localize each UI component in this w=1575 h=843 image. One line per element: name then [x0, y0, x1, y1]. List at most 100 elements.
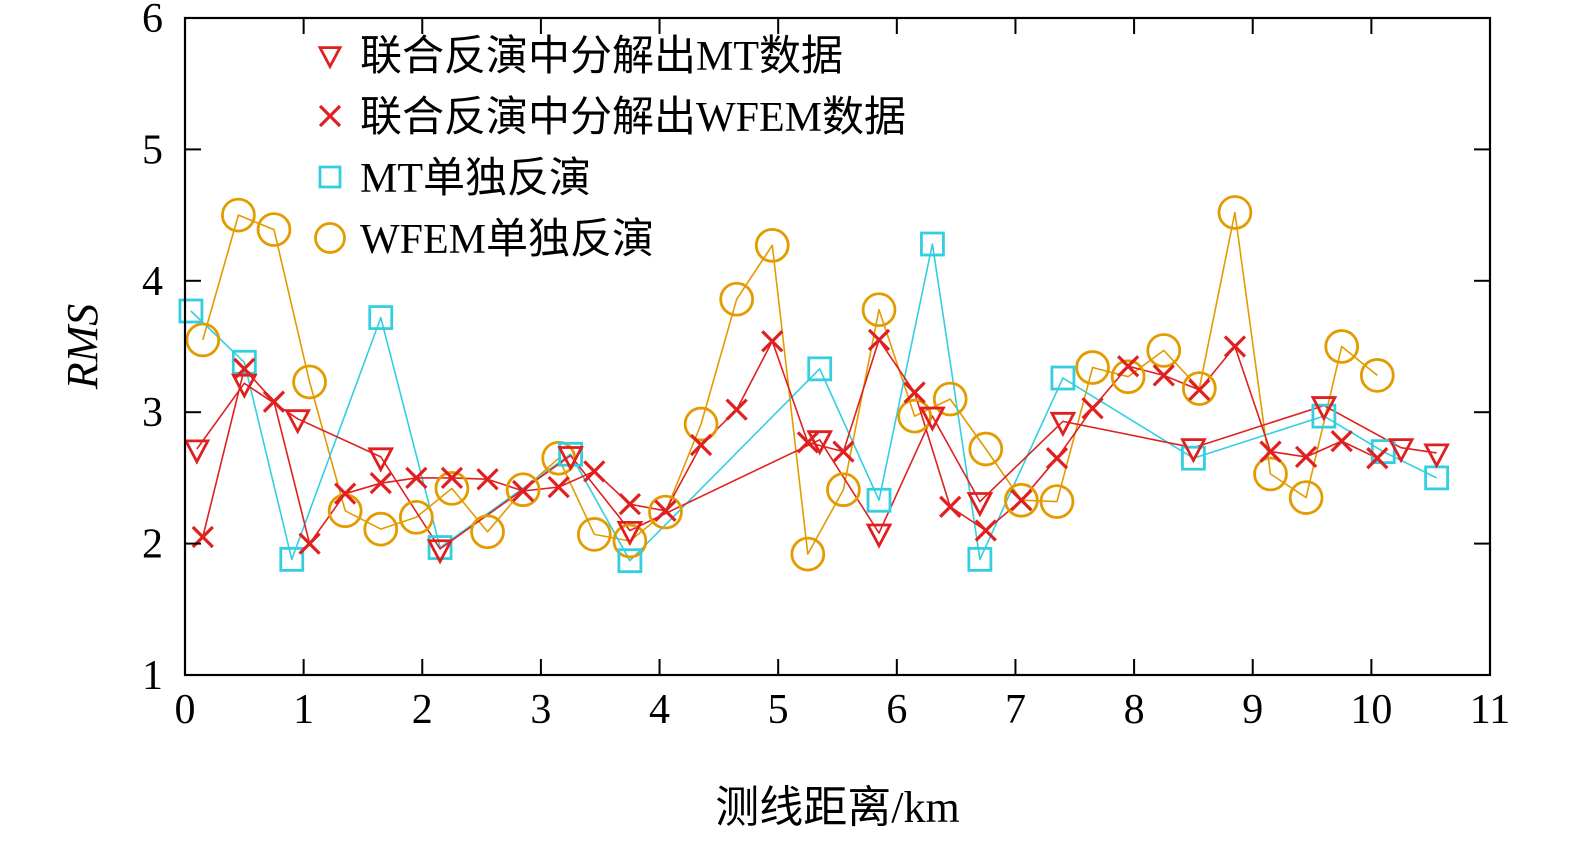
data-point-cross: [262, 390, 286, 413]
x-tick-label: 0: [175, 687, 196, 733]
data-point-cross: [1081, 397, 1104, 420]
data-point-circle: [221, 197, 256, 233]
cross-stroke: [405, 466, 428, 490]
data-point-cross: [1188, 378, 1211, 401]
data-point-triangle-down: [284, 409, 312, 435]
x-tick-label: 3: [530, 687, 551, 733]
data-point-cross: [903, 381, 926, 404]
data-point-circle: [754, 227, 790, 263]
cross-stroke: [832, 440, 855, 463]
data-point-circle: [256, 212, 292, 247]
data-point-square: [231, 349, 257, 375]
y-tick-label: 6: [142, 0, 163, 42]
cross-stroke: [583, 460, 606, 483]
data-point-cross: [1152, 364, 1175, 387]
legend-entry: WFEM单独反演: [314, 217, 654, 263]
data-point-cross: [689, 433, 713, 457]
data-point-cross: [725, 398, 748, 421]
cross-stroke: [318, 104, 342, 128]
data-point-triangle-down: [919, 406, 946, 432]
data-point-circle: [1253, 456, 1288, 492]
data-point-square: [967, 546, 993, 572]
cross-stroke: [761, 330, 784, 353]
data-point-cross: [583, 460, 606, 483]
cross-stroke: [725, 398, 748, 421]
cross-stroke: [654, 499, 677, 522]
data-point-triangle-down: [806, 430, 834, 456]
data-point-circle: [1324, 329, 1360, 364]
cross-stroke: [547, 475, 570, 499]
data-point-triangle-down: [1049, 411, 1077, 438]
y-tick-label: 5: [142, 127, 163, 173]
data-point-circle: [576, 517, 612, 552]
data-point-square: [1181, 445, 1206, 471]
data-point-triangle-down: [557, 446, 584, 472]
x-axis-title: 测线距离/km: [715, 783, 959, 832]
plot-area: [178, 195, 1450, 574]
data-point-triangle-down: [426, 539, 454, 565]
data-point-triangle-down: [230, 373, 258, 399]
data-point-cross: [476, 468, 499, 491]
data-point-circle: [648, 494, 683, 530]
data-point-circle: [968, 431, 1004, 467]
data-point-square: [427, 535, 453, 560]
data-point-cross: [1366, 447, 1389, 470]
y-axis-title: RMS: [58, 304, 107, 391]
x-tick-label: 8: [1124, 687, 1145, 733]
cross-stroke: [867, 328, 891, 352]
data-point-triangle-down: [183, 439, 211, 465]
cross-stroke: [618, 493, 642, 516]
plot-frame: [183, 16, 1492, 677]
data-point-triangle-down: [966, 492, 994, 518]
y-tick-label: 1: [142, 653, 163, 699]
cross-stroke: [440, 466, 464, 490]
legend-marker-triangle-down: [317, 46, 343, 70]
data-point-circle: [861, 292, 897, 328]
data-point-cross: [369, 472, 392, 495]
series-markers-1: [191, 328, 1389, 555]
data-point-triangle-down: [1387, 438, 1415, 464]
data-point-circle: [897, 398, 932, 434]
x-tick-label: 7: [1005, 687, 1026, 733]
data-point-circle: [612, 523, 648, 559]
data-point-square: [279, 546, 305, 572]
series-line-3: [202, 211, 1378, 555]
data-point-square: [920, 231, 945, 257]
legend-label: WFEM单独反演: [360, 217, 654, 263]
data-point-circle: [1359, 358, 1395, 393]
legend-entry: 联合反演中分解出WFEM数据: [318, 95, 906, 141]
data-point-circle: [790, 536, 826, 572]
x-tick-label: 11: [1470, 687, 1510, 733]
data-point-circle: [1004, 482, 1039, 518]
legend-marker-cross: [318, 104, 342, 128]
data-point-square: [617, 548, 643, 574]
data-point-circle: [932, 381, 968, 417]
data-point-square: [178, 298, 204, 324]
data-point-square: [866, 487, 892, 513]
y-tick-label: 2: [142, 522, 163, 568]
cross-stroke: [1152, 364, 1175, 387]
data-point-cross: [761, 330, 784, 353]
data-point-cross: [867, 328, 891, 352]
cross-stroke: [1259, 440, 1282, 463]
data-point-cross: [405, 466, 428, 490]
series-markers-3: [185, 195, 1395, 572]
legend-entry: MT单独反演: [318, 156, 591, 202]
data-point-triangle-down: [1310, 396, 1338, 422]
data-point-triangle-down: [367, 447, 395, 473]
y-tick-label: 3: [142, 390, 163, 436]
x-tick-label: 1: [293, 687, 314, 733]
x-tick-label: 4: [649, 687, 670, 733]
x-tick-label: 9: [1242, 687, 1263, 733]
data-point-square: [807, 356, 833, 382]
cross-stroke: [1010, 489, 1033, 512]
data-point-circle: [719, 281, 755, 317]
data-point-circle: [185, 322, 221, 358]
x-tick-label: 5: [768, 687, 789, 733]
cross-stroke: [1188, 378, 1211, 401]
data-point-square: [558, 441, 583, 467]
data-point-cross: [1330, 429, 1353, 453]
